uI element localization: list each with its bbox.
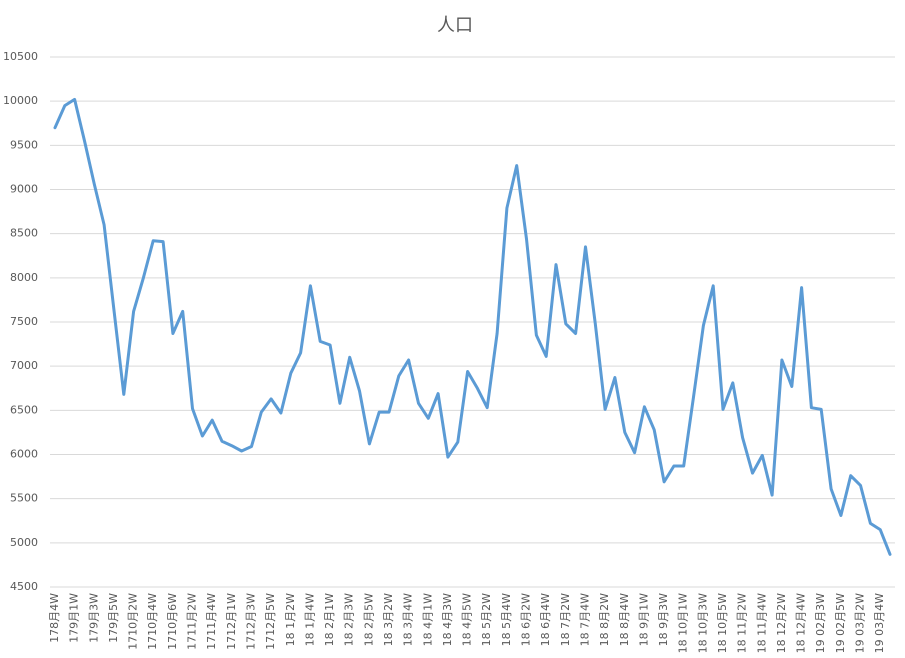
x-tick-label: 18 2月5W [362,593,375,646]
x-tick-label: 178月4W [48,593,61,643]
x-tick-label: 18 10月3W [696,593,709,653]
x-tick-label: 18 11月2W [736,593,749,653]
x-tick-label: 18 4月5W [461,593,474,646]
y-tick-label: 9000 [10,183,38,196]
x-tick-label: 1710月2W [127,593,140,650]
x-tick-label: 18 11月4W [755,593,768,653]
x-tick-label: 18 8月2W [598,593,611,646]
y-tick-label: 10000 [3,94,38,107]
x-tick-label: 18 10月1W [677,593,690,653]
x-tick-label: 19 03月4W [873,593,886,653]
x-tick-label: 18 1月2W [284,593,297,646]
y-tick-label: 8000 [10,271,38,284]
x-tick-label: 18 9月3W [657,593,670,646]
x-tick-label: 1710月4W [146,593,159,650]
y-tick-label: 7500 [10,315,38,328]
x-tick-label: 18 5月4W [500,593,513,646]
x-tick-label: 19 02月5W [834,593,847,653]
data-line [53,97,892,556]
x-tick-label: 18 2月3W [343,593,356,646]
x-tick-label: 18 3月2W [382,593,395,646]
y-tick-label: 6500 [10,403,38,416]
x-tick-label: 18 2月1W [323,593,336,646]
x-tick-label: 18 8月4W [618,593,631,646]
y-tick-label: 9500 [10,138,38,151]
y-tick-label: 7000 [10,359,38,372]
x-tick-label: 1710月6W [166,593,179,650]
x-tick-label: 18 6月2W [520,593,533,646]
x-tick-label: 19 02月3W [814,593,827,653]
y-tick-label: 5500 [10,492,38,505]
x-tick-label: 179月1W [68,593,81,643]
x-tick-label: 1712月5W [264,593,277,650]
y-tick-label: 10500 [3,50,38,63]
x-tick-label: 18 12月2W [775,593,788,653]
x-tick-label: 18 1月4W [303,593,316,646]
x-tick-label: 18 10月5W [716,593,729,653]
x-tick-label: 18 7月2W [559,593,572,646]
x-tick-label: 18 4月1W [421,593,434,646]
x-tick-label: 1712月1W [225,593,238,650]
x-tick-label: 18 12月4W [795,593,808,653]
x-tick-label: 19 03月2W [854,593,867,653]
x-tick-label: 18 9月1W [637,593,650,646]
x-tick-label: 18 5月2W [480,593,493,646]
x-tick-label: 1711月4W [205,593,218,650]
x-tick-label: 1712月3W [244,593,257,650]
y-tick-label: 5000 [10,536,38,549]
x-tick-label: 179月3W [87,593,100,643]
x-tick-label: 18 3月4W [402,593,415,646]
y-tick-label: 6000 [10,448,38,461]
chart-title: 人口 [437,15,473,36]
y-tick-label: 8500 [10,227,38,240]
y-tick-label: 4500 [10,580,38,593]
x-tick-label: 1711月2W [186,593,199,650]
x-tick-label: 18 7月4W [578,593,591,646]
x-tick-label: 18 6月4W [539,593,552,646]
x-tick-label: 179月5W [107,593,120,643]
x-tick-label: 18 4月3W [441,593,454,646]
